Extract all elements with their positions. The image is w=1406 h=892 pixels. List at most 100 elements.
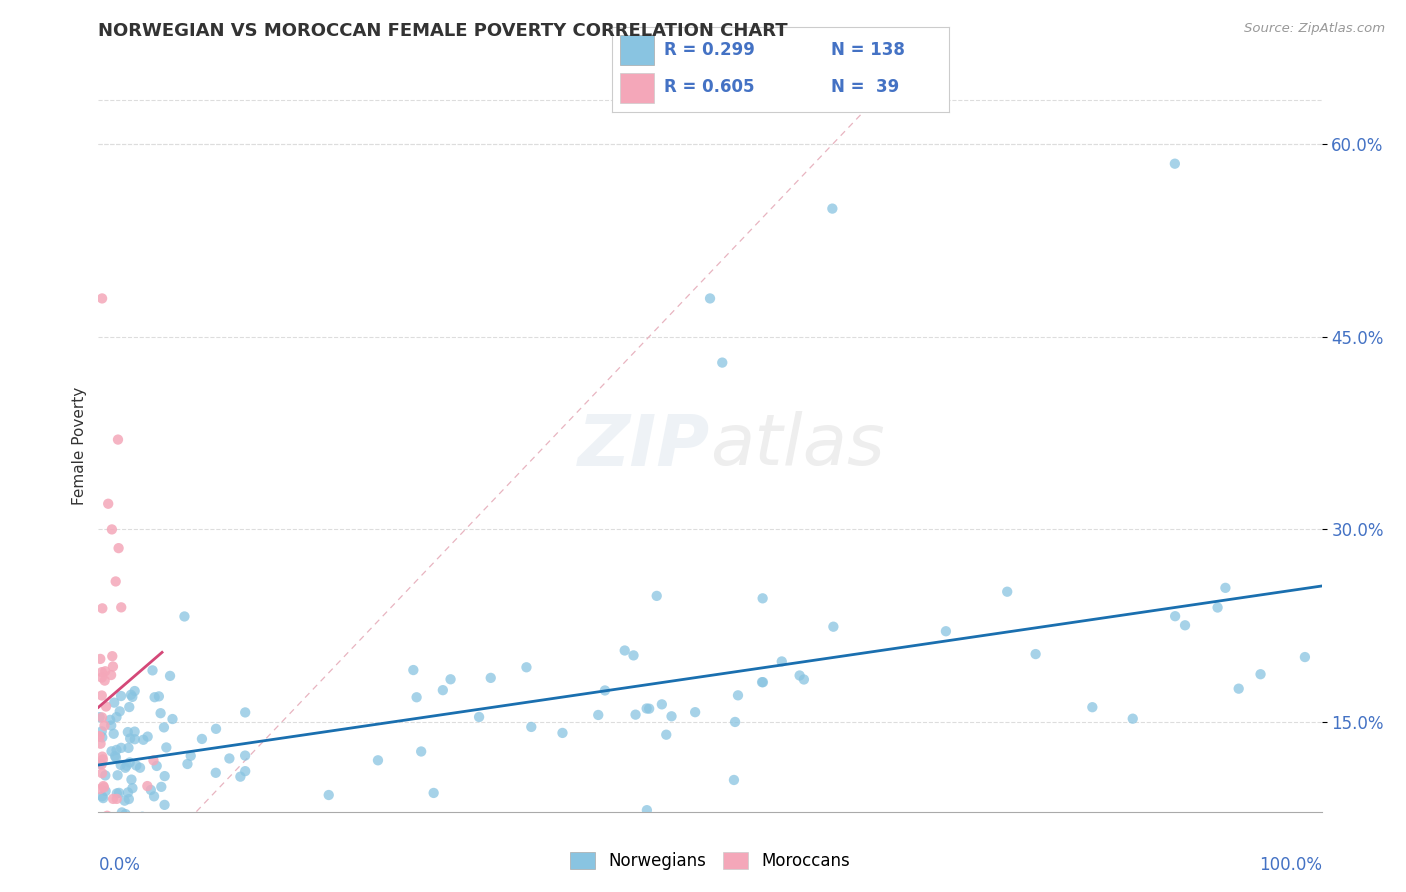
Point [118,756,141,770]
Point [96,809,118,823]
Point [114,794,136,808]
Point [91,789,114,804]
Point [94,784,117,798]
Point [751,675,773,690]
Point [108,704,131,718]
Point [1215,581,1237,595]
Point [439,673,461,687]
Point [136,730,159,744]
Text: R = 0.299: R = 0.299 [664,41,755,59]
Point [89,730,111,744]
Point [724,714,747,729]
Point [651,698,673,712]
Point [89,756,111,771]
Point [153,769,176,783]
Point [623,648,645,663]
Point [97,497,120,511]
Point [515,660,537,674]
Point [124,724,146,739]
Point [153,797,176,812]
Point [100,744,122,758]
Point [124,684,146,698]
Point [1164,157,1187,171]
Point [1122,712,1144,726]
Text: N = 138: N = 138 [831,41,905,59]
Point [101,792,124,806]
Point [141,664,163,678]
Point [89,830,111,845]
Text: ZIP: ZIP [578,411,710,481]
Point [91,779,114,793]
Point [90,724,112,739]
Point [105,792,128,806]
Point [645,589,668,603]
Point [94,699,117,714]
Point [661,709,683,723]
Point [727,689,749,703]
Point [177,830,200,845]
Point [98,713,121,727]
Point [101,523,124,537]
Point [90,830,112,845]
Point [699,292,721,306]
Point [124,732,146,747]
Point [239,814,262,828]
Point [770,655,793,669]
Point [91,791,114,805]
Point [131,810,153,824]
Point [636,803,658,817]
Point [723,772,745,787]
Point [711,355,734,369]
Point [117,725,139,739]
Text: R = 0.605: R = 0.605 [664,78,755,96]
Point [89,782,111,797]
Point [136,779,159,793]
Point [430,816,453,830]
Bar [620,36,654,65]
Point [1164,609,1187,624]
Point [143,789,166,804]
Y-axis label: Female Poverty: Female Poverty [72,387,87,505]
Text: Source: ZipAtlas.com: Source: ZipAtlas.com [1244,22,1385,36]
Point [173,609,195,624]
Point [89,652,111,666]
Point [129,761,152,775]
Point [104,574,127,589]
Point [105,786,128,800]
Point [793,673,815,687]
Point [139,783,162,797]
Point [935,624,957,639]
Point [125,758,148,772]
Point [143,690,166,705]
Point [588,708,610,723]
Point [752,675,775,690]
Point [204,765,226,780]
Point [120,731,142,746]
Point [89,729,111,743]
Point [613,643,636,657]
Point [155,740,177,755]
Point [93,718,115,732]
Point [97,820,120,834]
Point [121,690,143,704]
Point [110,689,132,703]
Point [120,688,142,702]
Point [114,807,136,822]
Point [162,712,184,726]
Point [520,720,543,734]
Point [93,673,115,688]
Point [233,748,256,763]
Point [107,433,129,447]
Text: atlas: atlas [710,411,884,481]
Point [103,696,125,710]
Point [101,659,124,673]
Point [91,752,114,766]
Point [91,292,114,306]
Point [91,601,114,615]
Point [233,706,256,720]
Point [683,705,706,719]
Point [104,749,127,764]
Point [89,830,111,845]
Point [153,720,176,734]
Point [89,710,111,724]
